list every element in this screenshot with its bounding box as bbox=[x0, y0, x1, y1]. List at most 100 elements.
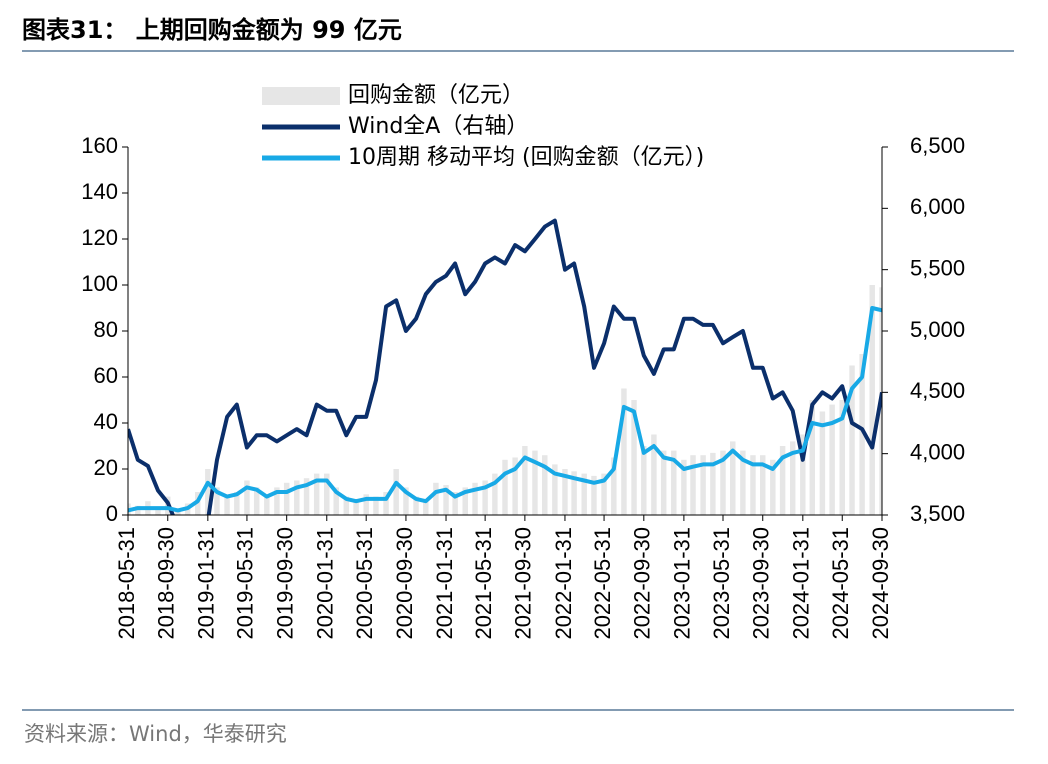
legend-label: Wind全A（右轴） bbox=[348, 114, 528, 139]
bar bbox=[839, 400, 845, 515]
bars bbox=[128, 285, 882, 515]
x-tick-label: 2021-01-31 bbox=[432, 527, 457, 640]
bar bbox=[234, 492, 240, 515]
bar bbox=[264, 496, 270, 515]
bar bbox=[591, 475, 597, 515]
bar bbox=[452, 492, 458, 515]
bar bbox=[472, 482, 478, 515]
x-tick-label: 2022-09-30 bbox=[630, 527, 655, 640]
x-tick-label: 2024-09-30 bbox=[868, 527, 893, 640]
x-tick-label: 2023-01-31 bbox=[670, 527, 695, 640]
bar bbox=[760, 455, 766, 515]
bar bbox=[363, 494, 369, 515]
bar bbox=[621, 388, 627, 515]
bar bbox=[333, 487, 339, 515]
x-tick-label: 2024-01-31 bbox=[789, 527, 814, 640]
bar bbox=[552, 464, 558, 515]
bar bbox=[720, 450, 726, 515]
y2-tick-label: 3,500 bbox=[910, 501, 965, 526]
x-tick-label: 2019-01-31 bbox=[194, 527, 219, 640]
bar bbox=[224, 496, 230, 515]
bar bbox=[433, 482, 439, 515]
legend-label: 回购金额（亿元） bbox=[348, 83, 524, 108]
bar bbox=[651, 434, 657, 515]
y-tick-label: 20 bbox=[94, 455, 118, 480]
chart-title: 图表31： 上期回购金额为 99 亿元 bbox=[22, 16, 402, 44]
bar bbox=[313, 473, 320, 515]
x-tick-label: 2023-05-31 bbox=[709, 527, 734, 640]
bar bbox=[502, 459, 508, 515]
bar bbox=[849, 365, 855, 515]
x-tick-label: 2018-09-30 bbox=[154, 527, 179, 640]
x-tick-label: 2021-09-30 bbox=[511, 527, 536, 640]
bar bbox=[562, 469, 568, 515]
legend-swatch bbox=[262, 87, 340, 105]
bar bbox=[373, 496, 379, 515]
line bbox=[128, 218, 882, 515]
y-tick-label: 0 bbox=[106, 501, 118, 526]
bar bbox=[542, 455, 548, 515]
x-tick-label: 2019-09-30 bbox=[272, 527, 297, 640]
y2-tick-label: 4,500 bbox=[910, 378, 965, 403]
bar bbox=[492, 473, 498, 515]
y-tick-label: 120 bbox=[81, 225, 118, 250]
bar bbox=[522, 446, 528, 515]
y-tick-label: 60 bbox=[94, 363, 118, 388]
bar bbox=[532, 450, 538, 515]
bar bbox=[700, 455, 706, 515]
bar bbox=[413, 496, 419, 515]
x-tick-label: 2022-05-31 bbox=[590, 527, 615, 640]
bar bbox=[135, 505, 141, 515]
bar bbox=[581, 473, 587, 515]
bar bbox=[789, 441, 796, 515]
legend-label: 10周期 移动平均 (回购金额（亿元）) bbox=[348, 145, 704, 170]
bar bbox=[283, 482, 290, 515]
x-tick-label: 2020-01-31 bbox=[313, 527, 338, 640]
y2-tick-label: 6,500 bbox=[910, 133, 965, 158]
x-tick-label: 2022-01-31 bbox=[551, 527, 576, 640]
bar bbox=[730, 441, 736, 515]
bar bbox=[671, 450, 677, 515]
bar bbox=[324, 473, 330, 515]
bar bbox=[859, 354, 865, 515]
bar bbox=[740, 450, 746, 515]
bar bbox=[274, 487, 280, 515]
bar bbox=[770, 459, 776, 515]
bar bbox=[601, 473, 607, 515]
bar bbox=[383, 492, 389, 515]
y-tick-label: 160 bbox=[81, 133, 118, 158]
bar bbox=[253, 487, 260, 515]
lines bbox=[128, 218, 882, 515]
bar bbox=[690, 455, 696, 515]
bar bbox=[512, 457, 518, 515]
line bbox=[128, 306, 882, 513]
y2-tick-label: 5,500 bbox=[910, 255, 965, 280]
bar bbox=[244, 480, 250, 515]
bar bbox=[403, 487, 409, 515]
bar bbox=[353, 498, 359, 515]
x-tick-label: 2020-05-31 bbox=[352, 527, 377, 640]
x-tick-label: 2024-05-31 bbox=[828, 527, 853, 640]
y2-tick-label: 5,000 bbox=[910, 317, 965, 342]
bar bbox=[214, 487, 220, 515]
y-tick-label: 140 bbox=[81, 179, 118, 204]
bar bbox=[710, 452, 716, 515]
x-tick-label: 2019-05-31 bbox=[233, 527, 258, 640]
y2-tick-label: 6,000 bbox=[910, 194, 965, 219]
bar bbox=[205, 469, 211, 515]
bar bbox=[462, 487, 468, 515]
bar bbox=[681, 459, 687, 515]
bar bbox=[800, 434, 806, 515]
y-tick-label: 100 bbox=[81, 271, 118, 296]
bar bbox=[869, 285, 875, 515]
x-tick-label: 2021-05-31 bbox=[471, 527, 496, 640]
bar bbox=[443, 485, 449, 515]
y-tick-label: 80 bbox=[94, 317, 118, 342]
bar bbox=[155, 508, 161, 515]
bar bbox=[660, 450, 667, 515]
bar bbox=[175, 510, 181, 515]
x-tick-label: 2023-09-30 bbox=[749, 527, 774, 640]
bar bbox=[393, 469, 399, 515]
bar bbox=[611, 457, 617, 515]
